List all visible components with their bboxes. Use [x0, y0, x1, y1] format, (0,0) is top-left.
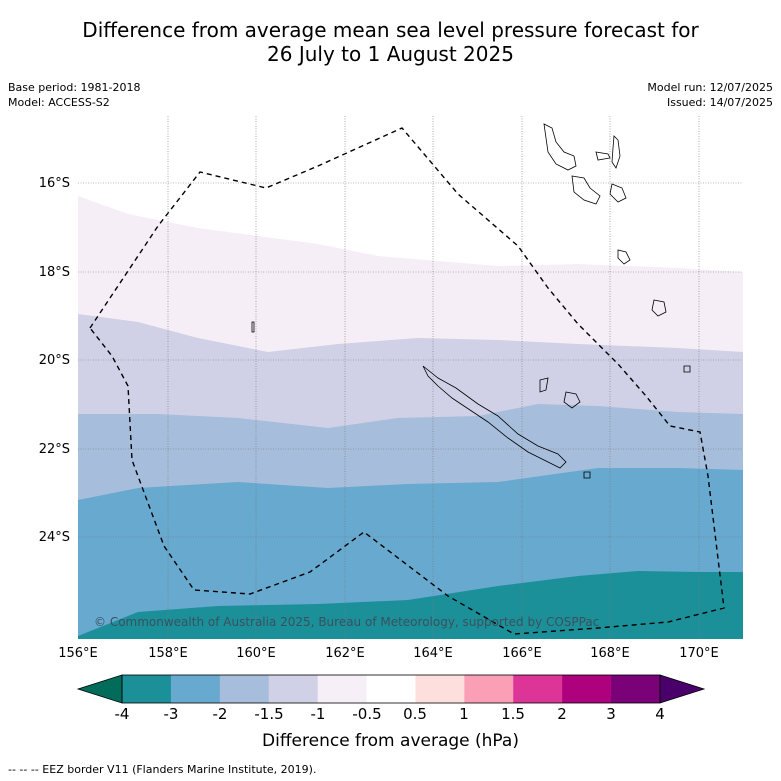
colorbar-segment: [170, 675, 221, 703]
colorbar-segment: [219, 675, 270, 703]
band-minus-three: [78, 571, 743, 639]
loyalty-island-2: [539, 377, 549, 393]
lat-label-22s: 22°S: [38, 442, 70, 457]
colorbar-segment: [562, 675, 612, 703]
colorbar-tick-minus-1: -1: [310, 705, 326, 723]
vanuatu-island-3: [595, 151, 611, 161]
lat-label-16s: 16°S: [38, 176, 70, 191]
vanuatu-island-5: [611, 135, 621, 169]
vanuatu-island-7: [651, 299, 667, 317]
graticule: [78, 116, 743, 639]
colorbar-tick-0-5: 0.5: [403, 705, 427, 723]
colorbar-segment: [317, 675, 368, 703]
lon-label-158e: 158°E: [148, 646, 188, 661]
colorbar-tick-4: 4: [655, 705, 665, 723]
colorbar-tick-1: 1: [459, 705, 469, 723]
vanuatu-island-6: [617, 249, 631, 265]
issued-text: Issued: 14/07/2025: [666, 96, 773, 109]
colorbar-segment: [268, 675, 319, 703]
meta-left: Base period: 1981-2018 Model: ACCESS-S2: [8, 80, 140, 110]
model-run-text: Model run: 12/07/2025: [647, 81, 773, 94]
loyalty-island-1: [563, 391, 581, 409]
lon-label-160e: 160°E: [236, 646, 276, 661]
colorbar-segment: [415, 675, 465, 703]
lon-label-162e: 162°E: [325, 646, 365, 661]
lon-label-156e: 156°E: [58, 646, 98, 661]
colorbar-segment: [611, 675, 661, 703]
colorbar-tick-1-5: 1.5: [501, 705, 525, 723]
coastlines: [251, 123, 691, 479]
colorbar-under-arrow: [76, 674, 123, 704]
colorbar-segment: [122, 675, 172, 703]
vanuatu-island-2: [571, 175, 601, 205]
lat-label-18s: 18°S: [38, 265, 70, 280]
copyright-text: © Commonwealth of Australia 2025, Bureau…: [94, 615, 599, 629]
small-island-2: [251, 321, 255, 333]
eez-footnote: -- -- -- EEZ border V11 (Flanders Marine…: [8, 763, 317, 776]
pressure-anomaly-map: © Commonwealth of Australia 2025, Bureau…: [78, 116, 743, 639]
lat-label-20s: 20°S: [38, 353, 70, 368]
colorbar-segment: [366, 675, 416, 703]
vanuatu-island-1: [543, 123, 577, 171]
title-line-2: 26 July to 1 August 2025: [267, 42, 514, 66]
lon-label-164e: 164°E: [413, 646, 453, 661]
colorbar-over-arrow: [659, 674, 706, 704]
colorbar-tick-3: 3: [606, 705, 616, 723]
lon-label-166e: 166°E: [502, 646, 542, 661]
chart-title: Difference from average mean sea level p…: [0, 18, 781, 66]
base-period-text: Base period: 1981-2018: [8, 81, 141, 94]
title-line-1: Difference from average mean sea level p…: [82, 18, 699, 42]
colorbar-tick-minus-2: -2: [212, 705, 228, 723]
new-caledonia-island: [422, 365, 567, 469]
colorbar-label: Difference from average (hPa): [262, 731, 519, 751]
colorbar-tick-minus-4: -4: [114, 705, 130, 723]
colorbar-frame: [121, 674, 661, 704]
colorbar-segment: [464, 675, 514, 703]
small-island-3: [683, 365, 691, 373]
lon-label-170e: 170°E: [679, 646, 719, 661]
colorbar: [76, 674, 706, 704]
lat-label-24s: 24°S: [38, 530, 70, 545]
colorbar-tick-minus-3: -3: [163, 705, 179, 723]
model-text: Model: ACCESS-S2: [8, 96, 110, 109]
colorbar-tick-minus-1-5: -1.5: [254, 705, 284, 723]
vanuatu-island-4: [609, 183, 627, 203]
small-island-1: [583, 471, 591, 479]
colorbar-tick-minus-0-5: -0.5: [352, 705, 382, 723]
lon-label-168e: 168°E: [590, 646, 630, 661]
meta-right: Model run: 12/07/2025 Issued: 14/07/2025: [647, 80, 773, 110]
colorbar-segment: [513, 675, 563, 703]
colorbar-tick-2: 2: [557, 705, 567, 723]
